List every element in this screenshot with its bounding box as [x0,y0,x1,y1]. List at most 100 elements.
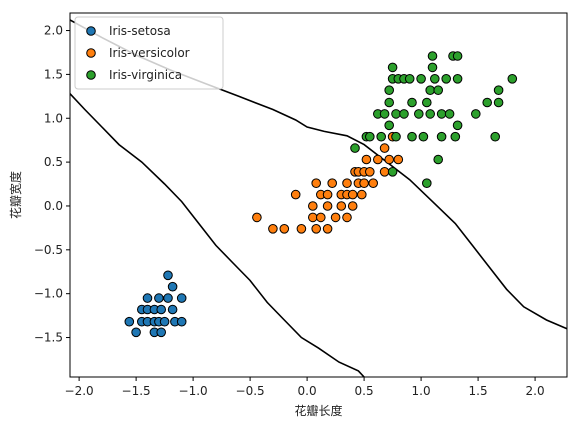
y-tick-label: 0.0 [44,199,63,213]
data-point-series-1 [156,304,166,315]
x-tick-label: −1.5 [122,384,151,398]
x-tick-label: 2.0 [526,384,545,398]
data-point-series-1 [131,327,141,338]
data-point-series-3 [493,97,504,108]
data-point-series-2 [311,224,322,234]
data-point-series-3 [425,85,436,95]
x-tick-label: 0.5 [355,384,374,398]
legend: Iris-setosa Iris-versicolor Iris-virginica [74,16,224,90]
plot-frame [69,12,568,378]
data-point-series-1 [124,316,135,327]
data-point-series-1 [167,304,178,315]
data-point-series-3 [436,131,447,142]
x-tick-label: −2.0 [65,384,94,398]
y-tick-label: 2.0 [44,24,63,38]
data-point-series-3 [452,51,463,61]
y-tick-label: −1.5 [34,331,63,345]
data-point-series-2 [308,201,318,211]
data-point-series-2 [347,189,358,200]
data-point-series-2 [368,178,379,188]
data-point-series-3 [416,74,426,84]
data-point-series-1 [163,270,173,281]
x-tick-label: 1.0 [412,384,431,398]
data-point-series-3 [441,74,452,84]
data-point-series-1 [163,293,173,303]
data-point-series-3 [425,109,436,119]
data-point-series-2 [336,201,347,211]
data-point-series-3 [407,131,417,142]
data-point-series-2 [308,212,318,223]
data-point-series-2 [290,189,301,200]
data-point-series-3 [384,85,395,95]
data-point-series-2 [322,189,333,200]
legend-label: Iris-setosa [109,24,171,38]
data-point-series-2 [347,201,358,211]
data-point-series-3 [450,131,461,142]
data-point-series-1 [142,293,153,303]
data-point-series-3 [376,131,387,142]
data-point-series-3 [384,97,395,108]
data-point-series-3 [452,120,463,131]
data-point-series-3 [427,62,438,73]
y-tick-label: −1.0 [34,287,63,301]
data-point-series-2 [268,224,278,234]
legend-marker [86,48,96,58]
data-point-series-3 [391,131,401,142]
data-point-series-3 [379,109,390,119]
data-point-series-3 [418,131,429,142]
y-tick-label: 1.0 [44,111,63,125]
data-point-series-3 [422,97,432,108]
data-point-series-3 [422,178,432,188]
legend-marker [86,26,96,36]
data-point-series-1 [176,293,187,303]
data-point-series-2 [379,167,390,177]
data-point-series-2 [342,178,352,188]
y-axis-label: 花瓣宽度 [8,171,23,219]
legend-box [74,16,224,90]
data-point-series-3 [414,109,424,119]
data-point-series-3 [490,131,501,142]
data-point-series-3 [407,97,417,108]
data-point-series-2 [316,212,326,223]
y-tick-label: 0.5 [44,155,63,169]
data-point-series-2 [311,178,322,188]
data-point-series-3 [507,74,518,84]
data-point-series-3 [384,120,395,131]
data-points [124,51,518,338]
data-point-series-2 [373,154,383,165]
legend-label: Iris-versicolor [109,46,190,60]
data-point-series-1 [154,293,164,303]
data-point-series-3 [399,109,409,119]
data-point-series-2 [322,201,333,211]
data-point-series-1 [176,316,187,327]
data-point-series-3 [365,131,375,142]
data-point-series-2 [359,178,369,188]
data-point-series-1 [156,327,166,338]
data-point-series-1 [159,316,170,327]
y-axis-ticks: −1.5 −1.0 −0.5 0.0 0.5 1.0 1.5 2.0 [34,24,70,345]
y-tick-label: 1.5 [44,67,63,81]
data-point-series-2 [327,178,338,188]
x-tick-label: 0.0 [298,384,317,398]
data-point-series-3 [452,74,463,84]
x-tick-label: 1.5 [469,384,488,398]
data-point-series-2 [296,224,307,234]
x-tick-label: −1.0 [179,384,208,398]
y-tick-label: −0.5 [34,243,63,257]
data-point-series-3 [436,109,447,119]
data-point-series-2 [342,212,352,223]
data-point-series-3 [350,143,360,153]
decision-boundary-line-1 [70,93,365,377]
data-point-series-2 [330,212,341,223]
x-tick-label: −0.5 [236,384,265,398]
data-point-series-3 [427,51,438,61]
data-point-series-3 [404,74,415,84]
data-point-series-2 [365,167,375,177]
data-point-series-3 [482,97,493,108]
x-axis-label: 花瓣长度 [294,403,342,418]
data-point-series-2 [393,154,404,165]
legend-marker [86,70,96,80]
data-point-series-3 [433,154,444,165]
data-point-series-3 [387,167,398,177]
